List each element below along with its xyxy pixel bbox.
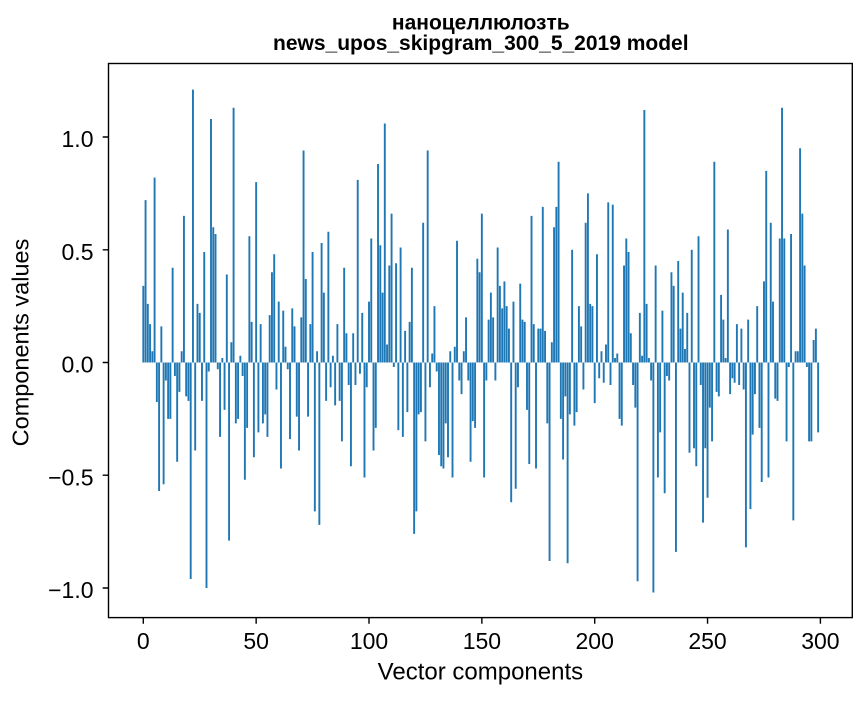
svg-text:0: 0	[137, 628, 150, 654]
svg-text:−1.0: −1.0	[48, 577, 93, 603]
svg-text:200: 200	[576, 628, 614, 654]
svg-text:наноцеллюлозть: наноцеллюлозть	[392, 11, 570, 34]
svg-text:150: 150	[463, 628, 501, 654]
svg-text:50: 50	[243, 628, 269, 654]
svg-text:250: 250	[688, 628, 726, 654]
svg-text:−0.5: −0.5	[48, 464, 93, 490]
svg-text:100: 100	[350, 628, 388, 654]
svg-text:0.0: 0.0	[62, 352, 94, 378]
svg-text:1.0: 1.0	[62, 126, 94, 152]
svg-text:Vector components: Vector components	[378, 659, 583, 686]
svg-text:news_upos_skipgram_300_5_2019: news_upos_skipgram_300_5_2019 model	[273, 32, 689, 55]
svg-text:300: 300	[801, 628, 839, 654]
svg-text:0.5: 0.5	[62, 239, 94, 265]
svg-text:Components values: Components values	[8, 239, 34, 447]
